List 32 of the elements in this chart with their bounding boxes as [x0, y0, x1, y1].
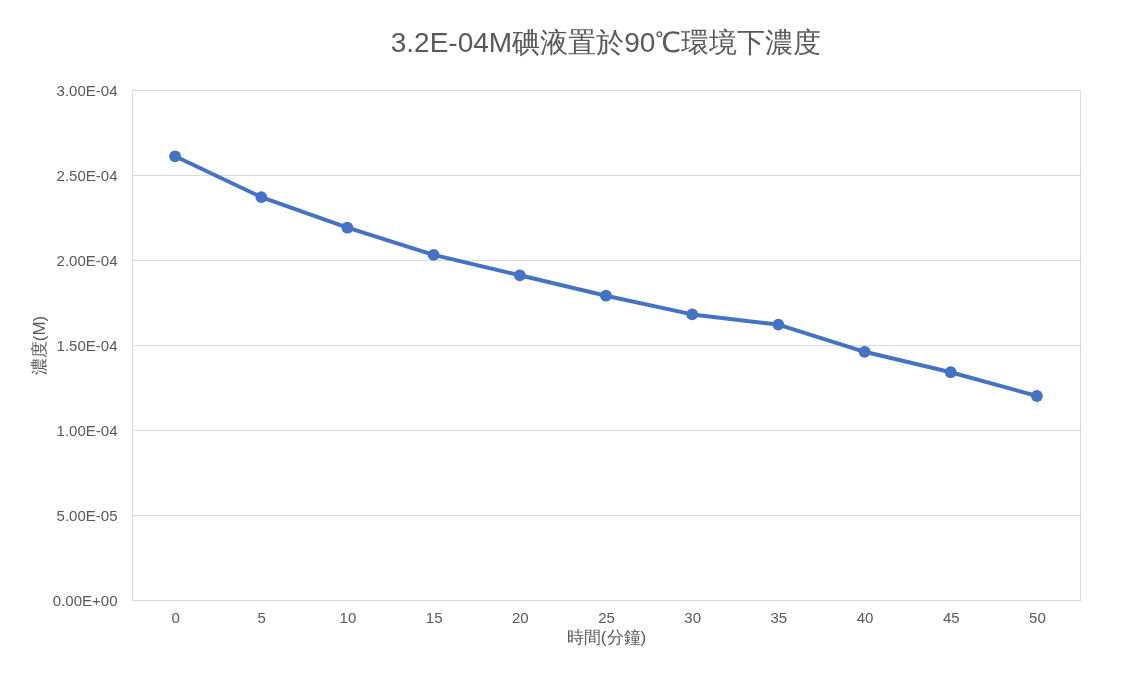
point: [169, 150, 182, 163]
point: [944, 366, 957, 379]
point: [772, 318, 785, 331]
y-tick-label: 1.00E-04: [56, 421, 118, 439]
y-axis-title: 濃度(M): [29, 315, 49, 376]
x-tick-label: 10: [339, 608, 357, 626]
point: [600, 289, 612, 302]
x-tick-label: 40: [856, 608, 874, 626]
x-tick-label: 5: [257, 608, 266, 626]
y-tick-label: 3.00E-04: [56, 81, 118, 99]
x-tick-label: 30: [684, 608, 702, 626]
chart-title: 3.2E-04M碘液置於90℃環境下濃度: [390, 27, 822, 58]
y-tick-label: 1.50E-04: [56, 336, 118, 354]
point: [1030, 390, 1043, 402]
point: [255, 191, 268, 203]
point: [427, 249, 440, 261]
point: [858, 345, 871, 358]
y-tick-label: 0.00E+00: [52, 591, 118, 609]
y-tick-label: 2.00E-04: [56, 251, 118, 269]
x-tick-label: 0: [171, 608, 180, 626]
y-tick-label: 2.50E-04: [56, 166, 118, 184]
point: [341, 221, 354, 234]
x-axis-title: 時間(分鐘): [566, 627, 647, 647]
x-tick-label: 50: [1029, 608, 1046, 626]
point: [686, 308, 699, 321]
point: [513, 269, 526, 282]
x-tick-label: 15: [425, 608, 443, 626]
x-tick-label: 25: [598, 608, 615, 626]
x-tick-label: 45: [942, 608, 960, 626]
y-tick-label: 5.00E-05: [56, 506, 118, 524]
x-tick-label: 35: [770, 608, 788, 626]
x-tick-label: 20: [511, 608, 529, 626]
